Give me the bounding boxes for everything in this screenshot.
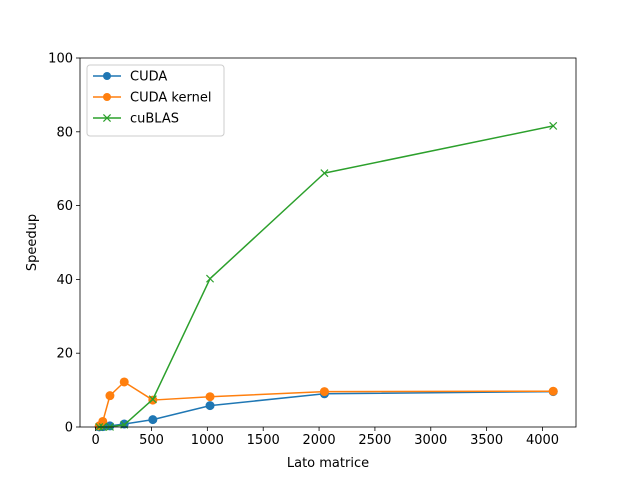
legend-item-cuda: CUDA [93, 70, 167, 85]
legend-item-cublas: cuBLAS [93, 112, 179, 127]
legend-label: CUDA kernel [130, 91, 211, 106]
x-tick-label: 1500 [247, 433, 280, 448]
x-tick-label: 2500 [358, 433, 391, 448]
x-tick-label: 3000 [414, 433, 447, 448]
x-axis-label: Lato matrice [287, 456, 369, 471]
y-tick-label: 20 [56, 347, 73, 362]
x-tick-label: 4000 [526, 433, 559, 448]
legend-label: cuBLAS [130, 112, 179, 127]
y-tick-label: 60 [56, 199, 73, 214]
x-tick-label: 1000 [191, 433, 224, 448]
x-tick-label: 0 [91, 433, 99, 448]
y-tick-label: 80 [56, 125, 73, 140]
data-point [205, 401, 215, 411]
legend-label: CUDA [130, 70, 167, 85]
legend-item-cuda-kernel: CUDA kernel [93, 91, 211, 106]
y-tick-label: 100 [48, 52, 73, 67]
y-tick-label: 40 [56, 273, 73, 288]
legend-marker [103, 72, 111, 80]
legend-frame [86, 64, 225, 137]
data-point [206, 274, 215, 283]
data-point [205, 392, 215, 402]
x-tick-label: 2000 [303, 433, 336, 448]
legend: CUDA CUDA kernel cuBLAS [86, 64, 225, 137]
data-point [549, 121, 558, 130]
data-point [148, 395, 157, 404]
x-axis-ticks: 0 500 1000 1500 2000 2500 3000 3500 4000 [91, 427, 559, 448]
data-point [105, 391, 115, 401]
series-layer [94, 121, 558, 432]
x-tick-label: 3500 [470, 433, 503, 448]
legend-marker [102, 113, 112, 123]
data-point [320, 169, 329, 178]
data-point [148, 415, 158, 425]
legend-marker [103, 93, 111, 101]
data-point [319, 387, 329, 397]
y-axis-label: Speedup [25, 214, 40, 271]
y-axis-ticks: 0 20 40 60 80 100 [48, 52, 80, 436]
plot-area-frame [79, 57, 577, 428]
x-tick-label: 500 [139, 433, 164, 448]
data-point [119, 377, 129, 387]
data-point [548, 386, 558, 396]
data-point [98, 416, 108, 426]
y-tick-label: 0 [65, 421, 73, 436]
